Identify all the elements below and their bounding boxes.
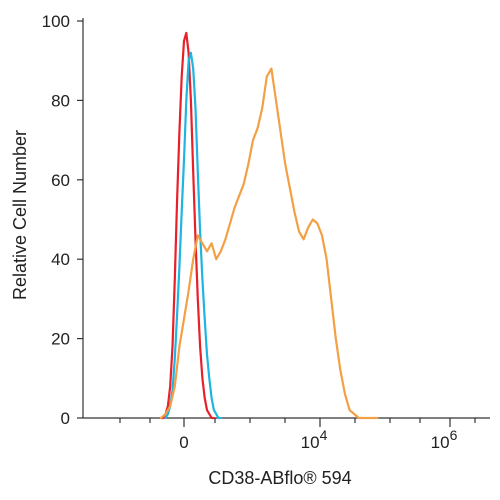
y-tick-label: 0 — [61, 409, 70, 428]
y-tick-label: 40 — [51, 250, 70, 269]
x-axis-label: CD38-ABflo® 594 — [208, 468, 351, 488]
y-tick-label: 60 — [51, 171, 70, 190]
x-axis: 0 104 106 — [119, 418, 476, 452]
y-axis-label: Relative Cell Number — [10, 130, 30, 300]
y-tick-label: 80 — [51, 91, 70, 110]
histogram-series-1 — [159, 31, 215, 420]
y-axis: 0 20 40 60 80 100 — [42, 12, 83, 428]
x-tick-exponent: 4 — [320, 427, 328, 443]
plot-area — [82, 18, 490, 419]
histogram-series-3 — [159, 67, 379, 420]
y-tick-label: 20 — [51, 330, 70, 349]
histogram-series-2 — [164, 51, 222, 420]
x-tick-label: 106 — [431, 427, 458, 452]
x-tick-label: 0 — [179, 433, 188, 452]
series-group — [159, 31, 379, 420]
x-tick-label: 104 — [301, 427, 328, 452]
y-tick-label: 100 — [42, 12, 70, 31]
x-tick-exponent: 6 — [450, 427, 458, 443]
